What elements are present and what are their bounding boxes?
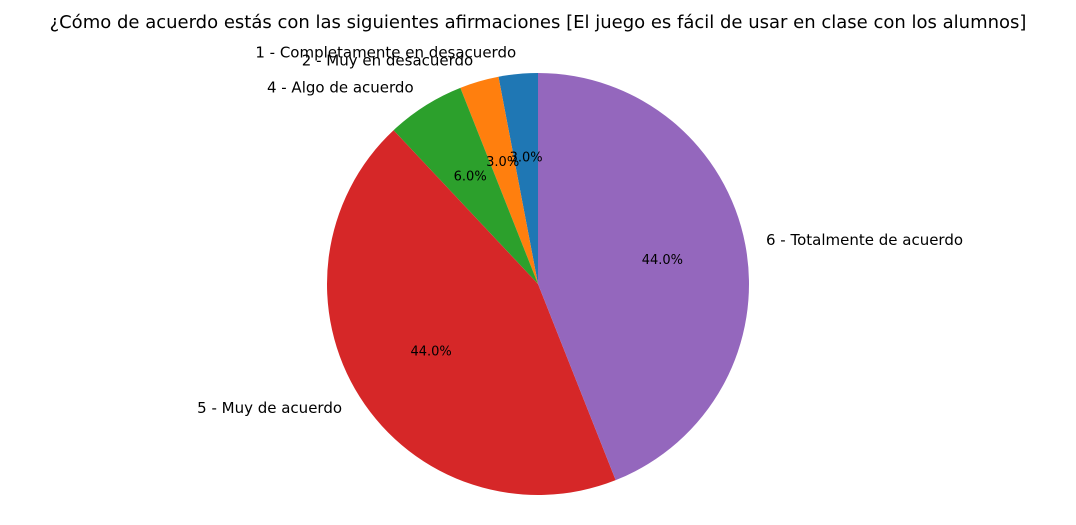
pie-slice-1-completamente-en-desacuerdo — [498, 73, 538, 284]
percent-label-4-algo-de-acuerdo: 6.0% — [454, 170, 487, 185]
pie-slice-4-algo-de-acuerdo — [393, 87, 538, 284]
category-label-4-algo-de-acuerdo: 4 - Algo de acuerdo — [267, 79, 414, 97]
percent-label-1-completamente-en-desacuerdo: 3.0% — [510, 150, 543, 165]
category-label-6-totalmente-de-acuerdo: 6 - Totalmente de acuerdo — [766, 231, 963, 249]
pie-percent-labels: 3.0%3.0%6.0%44.0%44.0% — [410, 150, 683, 359]
pie-slice-6-totalmente-de-acuerdo — [538, 73, 750, 481]
category-label-2-muy-en-desacuerdo: 2 - Muy en desacuerdo — [302, 52, 473, 70]
pie-slices — [326, 73, 750, 495]
percent-label-2-muy-en-desacuerdo: 3.0% — [486, 155, 519, 170]
percent-label-6-totalmente-de-acuerdo: 44.0% — [642, 253, 683, 268]
percent-label-5-muy-de-acuerdo: 44.0% — [410, 344, 451, 359]
pie-slice-5-muy-de-acuerdo — [326, 130, 616, 495]
category-label-5-muy-de-acuerdo: 5 - Muy de acuerdo — [197, 399, 342, 417]
chart-title: ¿Cómo de acuerdo estás con las siguiente… — [50, 12, 1027, 33]
category-label-1-completamente-en-desacuerdo: 1 - Completamente en desacuerdo — [255, 43, 516, 61]
pie-slice-2-muy-en-desacuerdo — [460, 76, 538, 284]
